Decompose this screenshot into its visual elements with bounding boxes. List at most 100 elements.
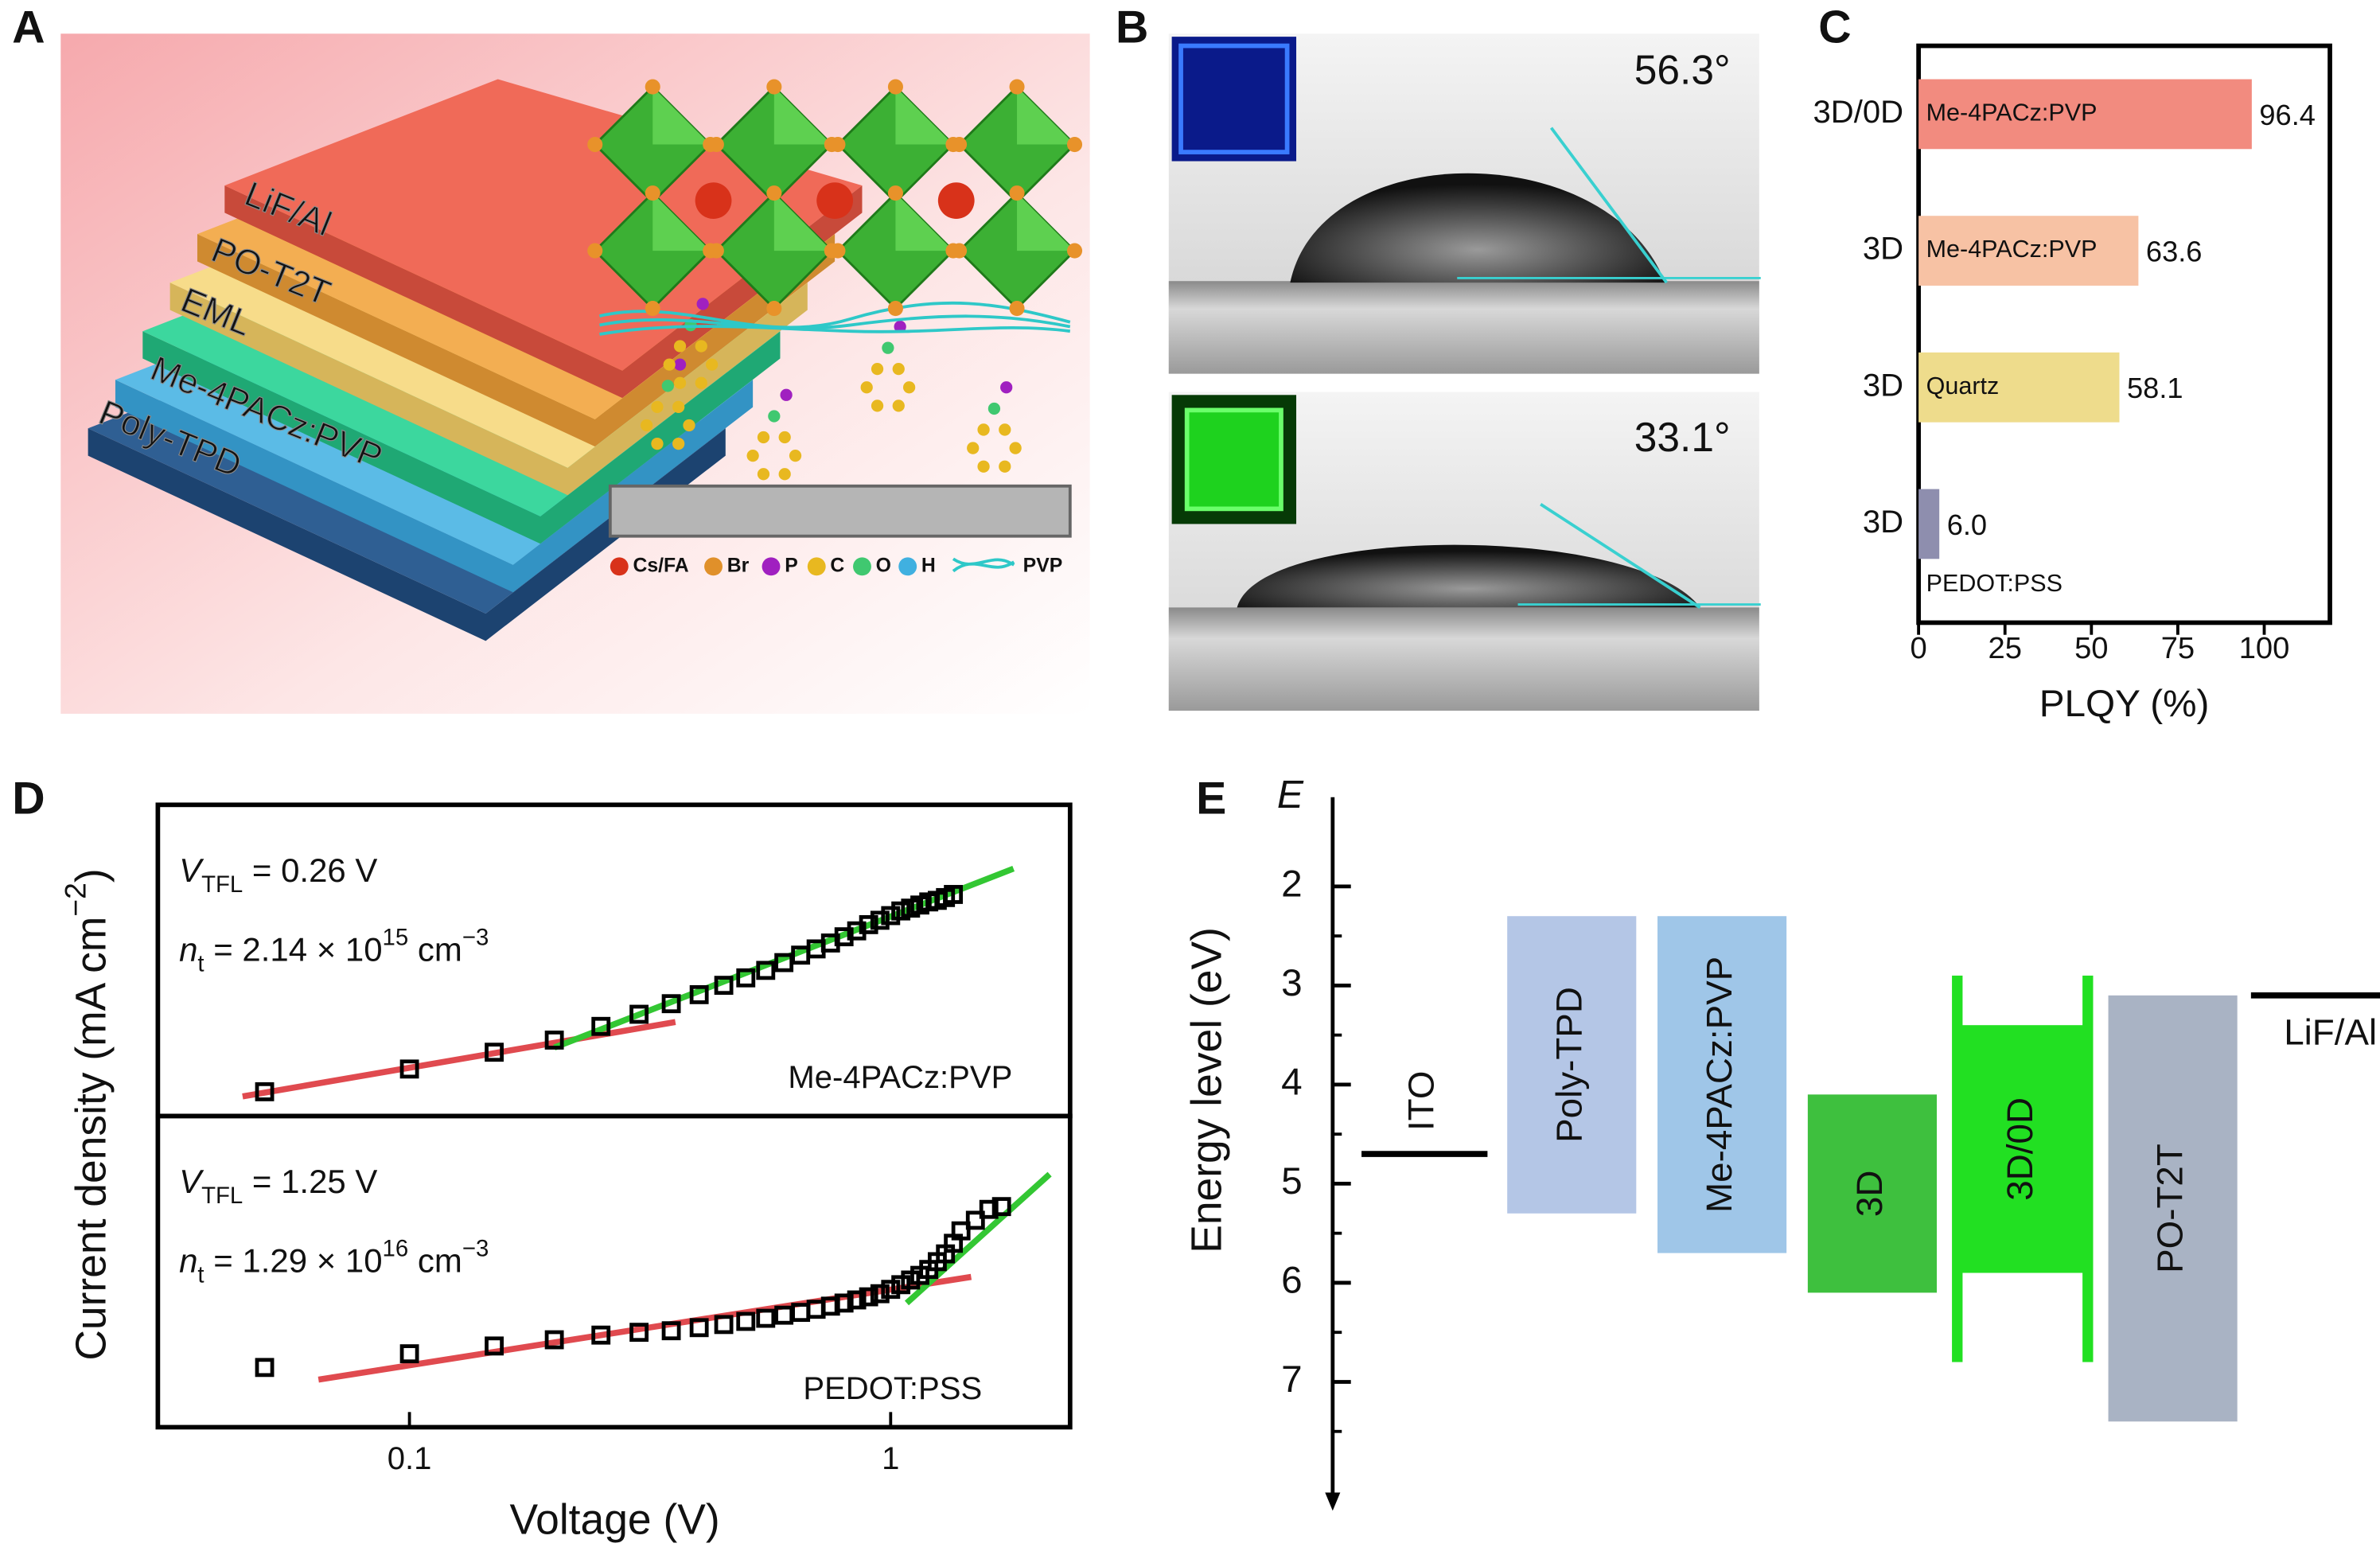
value-label: 96.4 (2259, 99, 2316, 131)
atom-br (645, 185, 660, 201)
data-point (591, 1325, 611, 1345)
panel-label: D (12, 774, 45, 824)
droplet (1290, 173, 1665, 283)
atom-c (757, 431, 770, 444)
atom-br (587, 243, 603, 259)
nt-annotation: nt = 2.14 × 1015 cm−3 (179, 925, 489, 977)
atom-c (672, 437, 685, 450)
atom-c (789, 449, 802, 462)
text-part: cm (408, 1241, 462, 1279)
atom-c (683, 419, 695, 432)
atom-br (766, 301, 782, 317)
legend-dot (704, 557, 723, 576)
y-axis-label: Current density (mA cm−2) (58, 868, 115, 1360)
atom-c (977, 423, 990, 436)
category-label: 3D (1863, 232, 1903, 267)
layer-side (224, 185, 863, 399)
y-tick-label: 3 (1281, 962, 1303, 1004)
bar-label: Me-4PACz:PVP (1926, 236, 2098, 263)
atom-c (871, 399, 884, 412)
data-point (255, 1081, 275, 1101)
data-point (881, 906, 901, 926)
data-point (736, 1311, 756, 1331)
inset-film (1178, 43, 1290, 154)
y-tick-label: 2 (1281, 863, 1303, 905)
octahedron-face (652, 87, 711, 145)
data-point (661, 994, 681, 1014)
data-point (485, 1043, 504, 1062)
band-label: Poly-TPD (1548, 987, 1589, 1143)
panel-label: C (1818, 2, 1851, 53)
atom-p (780, 388, 793, 401)
energy-band (1507, 916, 1637, 1214)
category-label: 3D (1863, 505, 1903, 540)
substrate (1168, 281, 1759, 374)
legend-dot (898, 557, 917, 576)
bar (1918, 352, 2120, 423)
atom-cs (937, 182, 975, 220)
atom-c (778, 468, 791, 481)
band-wing (1952, 975, 1963, 1362)
atom-c (892, 399, 905, 412)
atom-c (695, 340, 707, 353)
band-wing (2082, 975, 2094, 1362)
x-tick-label: 100 (2239, 631, 2290, 665)
level-label: ITO (1400, 1071, 1441, 1131)
panel-label: E (1196, 774, 1226, 824)
legend-wave (952, 557, 1015, 573)
text-part: −3 (462, 1236, 489, 1262)
data-point (891, 1275, 911, 1295)
atom-c (871, 363, 884, 376)
atom-o (768, 410, 781, 423)
atom-p (673, 358, 687, 371)
y-axis-label: Energy level (eV) (1183, 927, 1230, 1253)
legend-dot (807, 557, 826, 576)
atom-br (708, 243, 724, 259)
y-tick-label: 5 (1281, 1160, 1303, 1202)
text-part: 15 (383, 925, 409, 951)
data-point (756, 1308, 776, 1328)
atom-o (882, 341, 894, 354)
energy-band (1807, 1094, 1938, 1293)
tangent (1549, 127, 1668, 284)
atom-br (830, 137, 846, 153)
text-part: −3 (462, 925, 489, 951)
text-part: = 1.25 V (243, 1163, 377, 1200)
atom-br (887, 185, 903, 201)
data-point (870, 1284, 890, 1304)
data-point (944, 885, 964, 904)
legend-dot (853, 557, 871, 576)
atom-c (1009, 442, 1022, 454)
energy-band (2108, 995, 2238, 1422)
layer-side (197, 234, 836, 447)
text-part: = 0.26 V (243, 852, 377, 889)
nt-annotation: nt = 1.29 × 1016 cm−3 (179, 1236, 489, 1288)
band-label: 3D/0D (2000, 1097, 2040, 1201)
value-label: 6.0 (1947, 509, 1987, 541)
x-tick-label: 50 (2074, 631, 2108, 665)
vtfl-annotation: VTFL = 0.26 V (179, 852, 377, 898)
atom-br (1009, 301, 1025, 317)
atom-c (902, 381, 916, 394)
atom-c (778, 431, 791, 444)
x-tick-label: 75 (2161, 631, 2195, 665)
data-point (399, 1059, 419, 1079)
text-part: TFL (201, 1183, 243, 1209)
energy-band (1657, 916, 1787, 1253)
data-point (714, 976, 734, 996)
pvp-chain (599, 301, 1071, 329)
text-part: V (179, 852, 205, 889)
layer-side (142, 331, 781, 544)
bar-label: PEDOT:PSS (1926, 570, 2063, 597)
data-point (991, 1197, 1011, 1217)
data-point (736, 968, 756, 988)
atom-br (952, 243, 968, 259)
atom-c (757, 468, 770, 481)
data-point (689, 984, 709, 1004)
text-part: t (197, 1262, 204, 1288)
data-point (629, 1004, 649, 1024)
text-part: −2 (58, 883, 92, 917)
data-point (891, 901, 911, 921)
